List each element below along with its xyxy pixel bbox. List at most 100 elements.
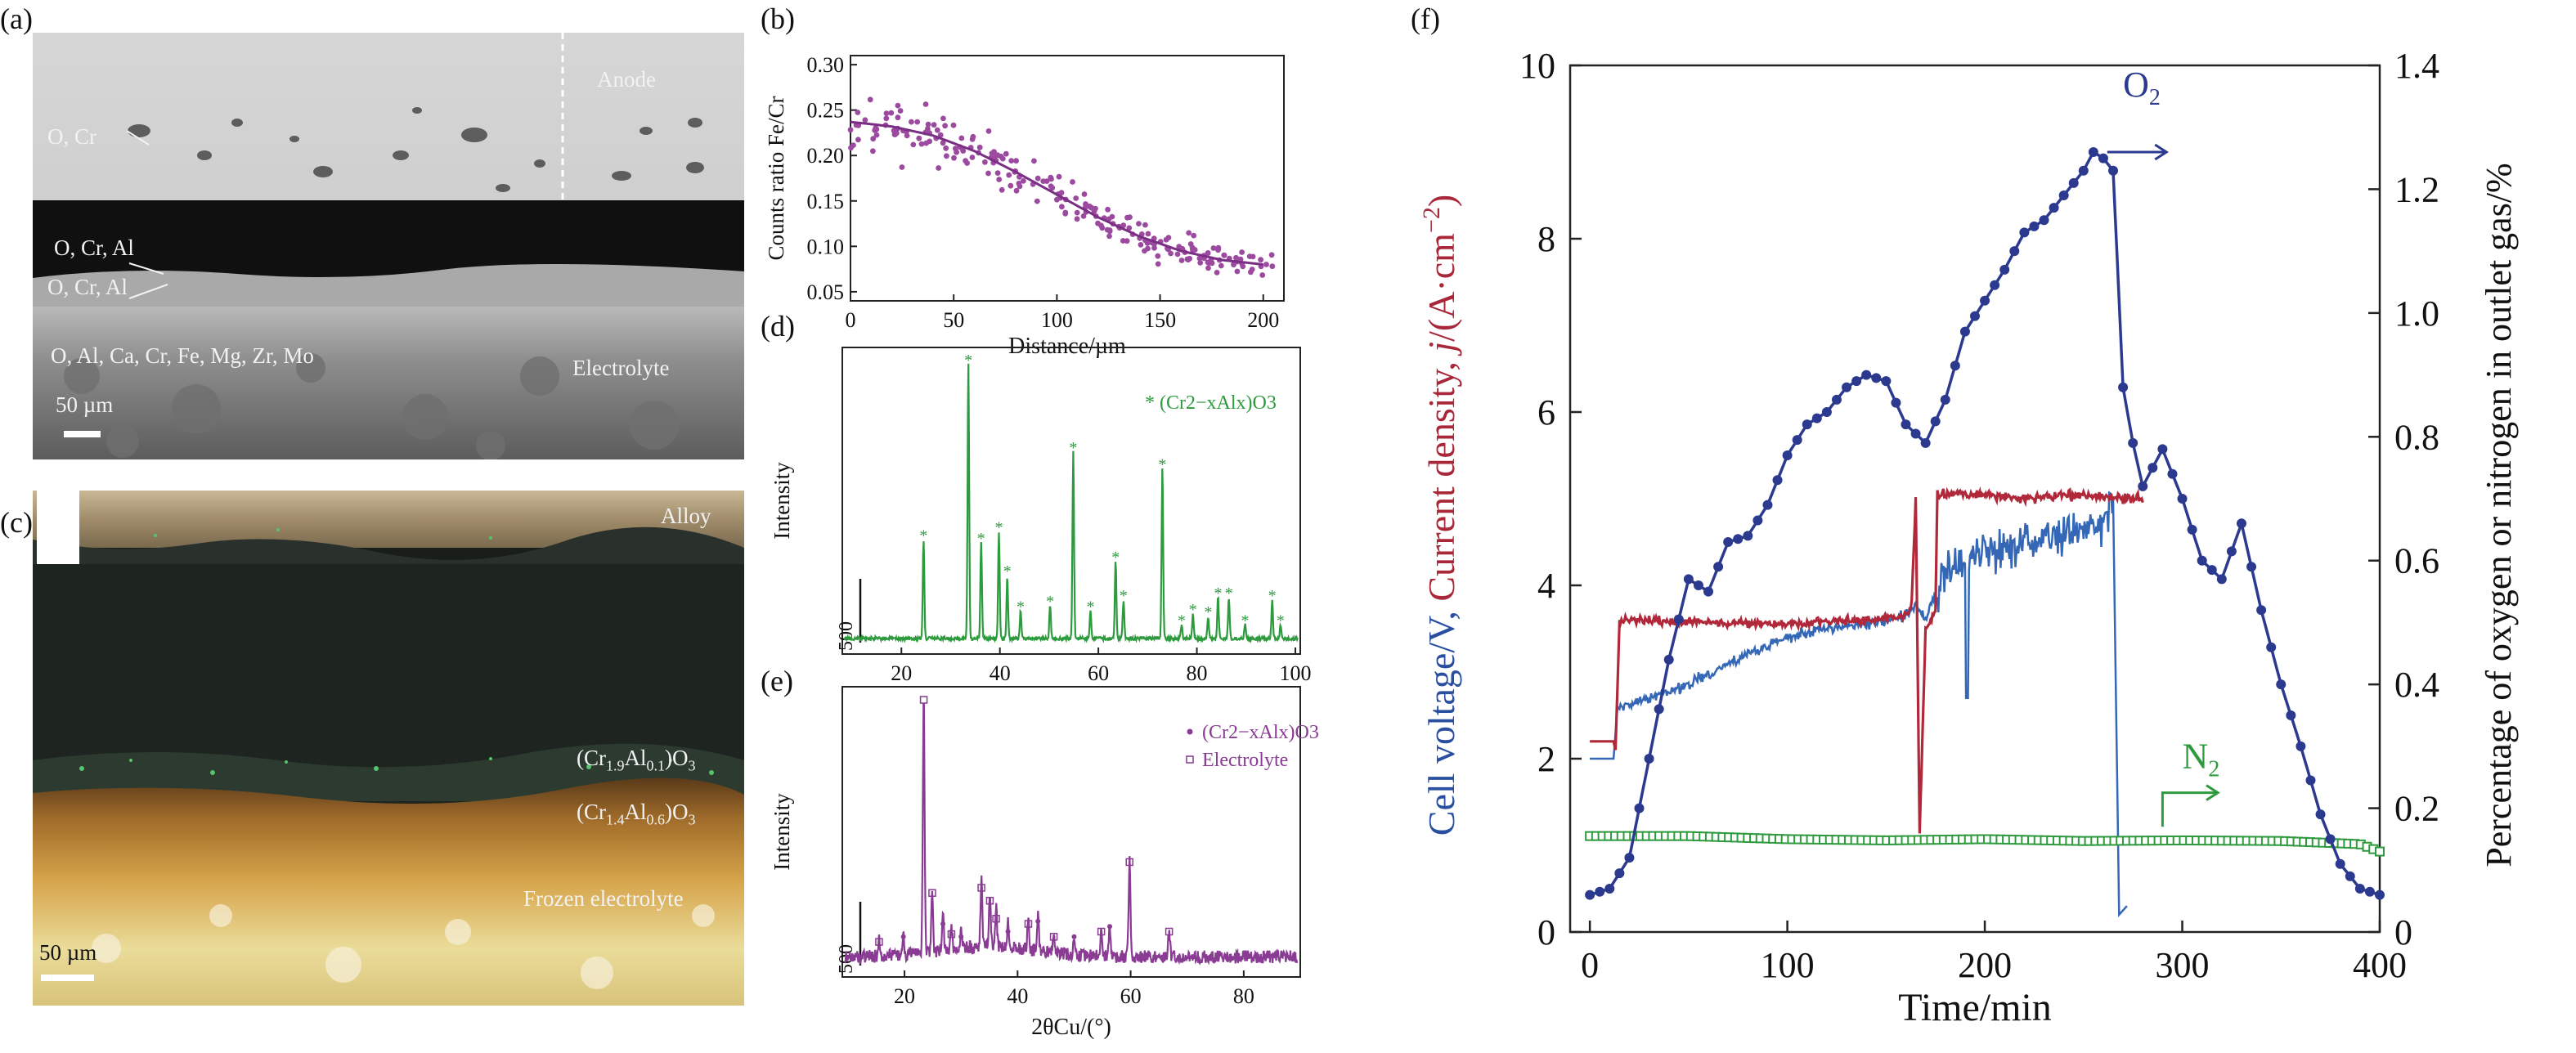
- x-tick-label-b-3: 150: [1144, 308, 1176, 332]
- data-point-b: [1083, 201, 1088, 207]
- series-marker-o2: [2246, 562, 2257, 572]
- series-marker-o2: [2049, 203, 2059, 213]
- series-marker-o2: [2098, 153, 2108, 164]
- series-marker-o2: [2118, 382, 2129, 392]
- y-tick-label-right-f-2: 0.4: [2394, 665, 2439, 705]
- data-point-b: [1034, 198, 1040, 204]
- data-point-b: [1059, 204, 1065, 210]
- series-marker-o2: [1881, 376, 1892, 387]
- annotation-arrowhead-n2: [2206, 784, 2220, 801]
- x-tick-label-f-1: 100: [1761, 945, 1815, 985]
- data-point-b: [1062, 209, 1069, 216]
- series-marker-o2: [1683, 574, 1694, 585]
- x-axis-label-f: Time/min: [1898, 986, 2052, 1029]
- series-marker-o2: [2068, 177, 2079, 188]
- series-marker-o2: [1950, 361, 1960, 371]
- x-tick-label-e-1: 40: [1007, 984, 1028, 1008]
- series-marker-o2: [1920, 437, 1931, 448]
- data-point-b: [1120, 222, 1127, 229]
- data-point-b: [1233, 254, 1239, 261]
- data-point-b: [1013, 158, 1019, 164]
- x-tick-label-e-2: 60: [1120, 984, 1142, 1008]
- data-point-b: [862, 117, 868, 123]
- series-marker-o2: [1752, 515, 1763, 526]
- series-marker-o2: [1772, 475, 1783, 486]
- peak-marker: *: [1120, 587, 1128, 605]
- series-marker-o2: [2088, 147, 2098, 157]
- anode-label: Anode: [597, 67, 656, 92]
- series-marker-o2: [2335, 858, 2345, 869]
- y-tick-label-b-1: 0.10: [807, 235, 845, 258]
- data-point-b: [1214, 270, 1220, 276]
- data-point-b: [940, 140, 946, 146]
- series-marker-o2: [1654, 704, 1664, 715]
- data-point-b: [996, 177, 1003, 182]
- peak-marker-electrolyte: [1024, 920, 1033, 928]
- data-point-b: [1196, 255, 1203, 262]
- data-point-b: [1155, 253, 1161, 259]
- series-marker-o2: [2375, 889, 2385, 900]
- data-point-b: [1074, 209, 1080, 216]
- micrograph-a: Anode O, Cr O, Cr, Al O, Cr, Al O, Al, C…: [33, 33, 744, 459]
- plot-frame-b: [850, 55, 1285, 302]
- data-point-b: [1106, 233, 1112, 240]
- data-point-b: [989, 150, 995, 157]
- data-point-b: [895, 102, 901, 109]
- data-point-b: [998, 153, 1004, 159]
- data-point-b: [1269, 263, 1276, 270]
- peak-marker-electrolyte: [947, 930, 956, 939]
- data-point-b: [1120, 238, 1126, 244]
- peak-marker-electrolyte: [928, 889, 936, 897]
- y-axis-label-current-exp: −2: [1418, 207, 1445, 233]
- ocr-label: O, Cr: [47, 124, 96, 149]
- y-axis-label-current: Current density,: [1420, 352, 1462, 611]
- phase2-label: (Cr1.4Al0.6)O3: [577, 800, 696, 828]
- peak-marker: *: [994, 518, 1003, 536]
- data-point-b: [873, 132, 880, 138]
- panel-tag-d: (d): [761, 310, 795, 343]
- series-marker-o2: [1970, 311, 1980, 321]
- panel-tag-c: (c): [0, 506, 33, 539]
- peak-marker-electrolyte: [1049, 933, 1058, 941]
- data-point-b: [1210, 245, 1217, 251]
- data-point-b: [1054, 196, 1060, 203]
- data-point-b: [1231, 262, 1236, 268]
- data-point-b: [899, 164, 905, 170]
- series-marker-o2: [2009, 246, 2020, 257]
- peak-marker: *: [1178, 612, 1186, 630]
- data-point-b: [883, 115, 890, 122]
- legend-d: * (Cr2−xAlx)O3: [1145, 392, 1277, 414]
- xrd-pattern-d: [843, 363, 1299, 644]
- series-marker-o2: [1811, 413, 1822, 423]
- data-point-b: [1215, 244, 1222, 251]
- data-point-b: [985, 128, 992, 134]
- ocral1-label: O, Cr, Al: [54, 235, 134, 260]
- data-point-b: [1021, 177, 1026, 184]
- series-marker-o2: [1930, 416, 1941, 427]
- series-marker-o2: [1782, 450, 1793, 460]
- peak-marker-phase: [900, 934, 906, 939]
- data-point-b: [1259, 272, 1266, 278]
- plot-frame-e: [841, 686, 1301, 978]
- x-tick-label-b-1: 50: [943, 308, 964, 332]
- data-point-b: [1145, 231, 1151, 237]
- legend-electrolyte-e: Electrolyte: [1202, 750, 1288, 771]
- electrolyte-label: Electrolyte: [572, 356, 670, 380]
- series-marker-o2: [1703, 586, 1714, 597]
- peak-marker: *: [1268, 587, 1277, 605]
- series-marker-o2: [1990, 280, 2000, 290]
- data-point-b: [1258, 257, 1263, 263]
- x-tick-label-f-4: 400: [2353, 945, 2407, 985]
- series-marker-o2: [1831, 394, 1842, 405]
- data-point-b: [895, 114, 901, 121]
- series-marker-o2: [1634, 803, 1645, 813]
- series-marker-o2: [1614, 868, 1625, 879]
- data-point-b: [1174, 251, 1181, 258]
- data-point-b: [1246, 253, 1253, 259]
- peak-marker: *: [1016, 598, 1025, 616]
- y-tick-label-right-f-3: 0.6: [2394, 541, 2439, 581]
- y-tick-label-right-f-7: 1.4: [2394, 46, 2439, 86]
- data-point-b: [1006, 172, 1012, 178]
- series-marker-o2: [1723, 537, 1734, 547]
